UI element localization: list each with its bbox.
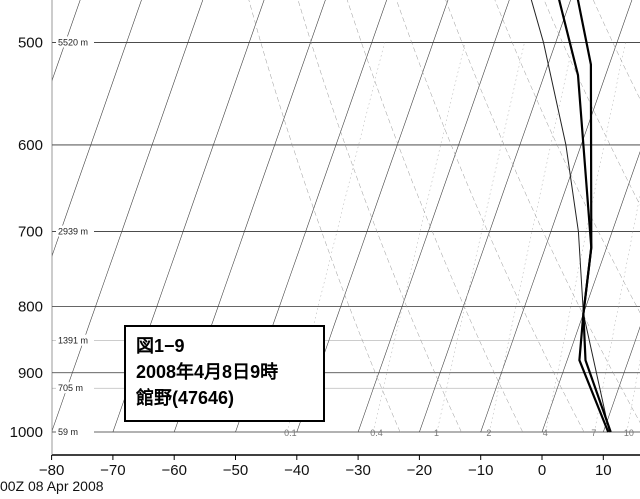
mixing-ratio-label: 0.4	[370, 428, 383, 438]
pressure-tick-900: 900	[18, 365, 43, 382]
isotherm--80	[52, 0, 204, 432]
height-label: 2939 m	[58, 227, 88, 237]
temp-tick-label: −40	[284, 462, 309, 479]
temp-tick-label: 0	[538, 462, 546, 479]
mixing-ratio-label: 4	[543, 428, 548, 438]
dry-adiabat-320	[593, 0, 640, 100]
pressure-tick-500: 500	[18, 34, 43, 51]
footer-date-label: 00Z 08 Apr 2008	[0, 478, 104, 494]
mixing-ratio-label: 1	[434, 428, 439, 438]
dry-adiabat-270	[346, 0, 523, 433]
mixing-ratio-label: 2	[486, 428, 491, 438]
caption-date: 2008年4月8日9時	[136, 362, 279, 382]
dry-adiabat-260	[297, 0, 462, 433]
caption-box: 図1−9 2008年4月8日9時 館野(47646)	[124, 325, 325, 422]
temp-tick-label: 10	[595, 462, 612, 479]
mixing-ratio-line	[372, 42, 466, 433]
dry-adiabat-300	[494, 0, 640, 314]
height-label-bg	[56, 36, 94, 48]
dry-adiabat-280	[396, 0, 585, 433]
pressure-tick-1000: 1000	[10, 424, 43, 441]
dewpoint-line	[558, 0, 610, 433]
temp-tick-label: −20	[407, 462, 432, 479]
dry-adiabat-250	[248, 0, 401, 433]
pressure-tick-700: 700	[18, 224, 43, 241]
mixing-ratio-label: 7	[591, 428, 596, 438]
height-label: 59 m	[58, 427, 78, 437]
temp-tick-label: −30	[345, 462, 370, 479]
height-label-bg	[56, 382, 94, 394]
mixing-ratio-line	[436, 42, 525, 433]
temp-tick-label: −70	[100, 462, 125, 479]
isotherm--20	[419, 0, 571, 433]
isotherm-10	[603, 326, 640, 433]
isotherm--30	[357, 0, 510, 433]
temp-tick-label: −50	[223, 462, 248, 479]
mixing-ratio-line	[489, 42, 574, 433]
height-label-bg	[56, 426, 94, 437]
isotherm--130	[0, 0, 18, 432]
isotherm--40	[296, 0, 449, 433]
height-label-bg	[56, 334, 94, 346]
axis-labels: 0.10.41247103004005006007008009001000−80…	[10, 34, 634, 479]
temp-tick-label: −80	[39, 462, 64, 479]
pressure-tick-600: 600	[18, 137, 43, 154]
temperature-line	[576, 0, 612, 433]
dry-adiabat-360	[634, 0, 640, 432]
mixing-ratio-label: 10	[624, 428, 634, 438]
parcel-path-line	[530, 0, 610, 433]
height-label: 1391 m	[58, 336, 88, 346]
height-label-bg	[56, 225, 94, 237]
mixing-ratio-line	[594, 194, 640, 433]
pressure-tick-800: 800	[18, 299, 43, 316]
isotherm-0	[541, 151, 640, 433]
dry-adiabat-350	[592, 0, 640, 432]
isotherm--10	[480, 0, 633, 433]
height-label: 5520 m	[58, 37, 88, 47]
mixing-ratio-line	[545, 42, 626, 433]
isotherm--90	[52, 0, 142, 257]
dry-adiabat-310	[543, 0, 640, 206]
temp-tick-label: −60	[161, 462, 186, 479]
temp-tick-label: −10	[468, 462, 493, 479]
caption-station: 館野(47646)	[136, 388, 235, 408]
height-label: 705 m	[58, 383, 83, 393]
mixing-ratio-line	[626, 359, 640, 433]
dry-adiabat-290	[445, 0, 640, 423]
caption-title: 図1−9	[136, 336, 185, 356]
mixing-ratio-label: 0.1	[284, 428, 297, 438]
